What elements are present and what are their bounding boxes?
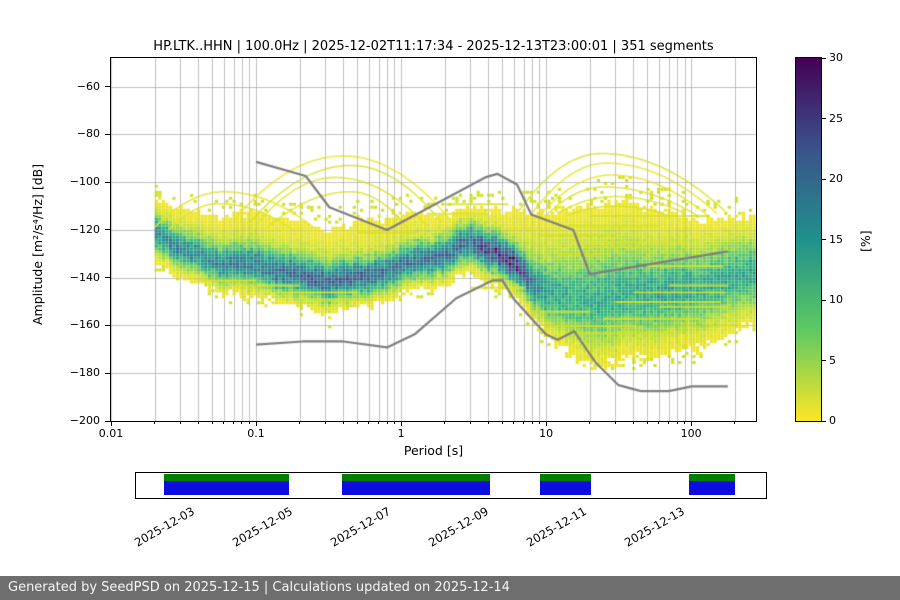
y-tick-label: −200 [69, 414, 100, 427]
y-tick-mark [105, 420, 110, 422]
x-minor-tick-mark [368, 421, 370, 424]
y-tick-mark [105, 372, 110, 374]
x-minor-tick-mark [531, 421, 533, 424]
colorbar-label: [%] [858, 230, 873, 252]
x-minor-tick-mark [393, 421, 395, 424]
x-minor-tick-mark [632, 421, 634, 424]
coverage-segment-data [163, 474, 290, 481]
chart-title: HP.LTK..HHN | 100.0Hz | 2025-12-02T11:17… [153, 39, 714, 54]
x-minor-tick-mark [233, 421, 235, 424]
x-minor-tick-mark [538, 421, 540, 424]
colorbar-tick-mark [822, 360, 826, 361]
x-minor-tick-mark [299, 421, 301, 424]
timeline-date-label: 2025-12-07 [327, 504, 393, 550]
x-minor-tick-mark [378, 421, 380, 424]
y-tick-label: −100 [69, 175, 100, 189]
colorbar-tick-mark [822, 299, 826, 301]
y-tick-mark [105, 229, 110, 231]
x-tick-label: 10 [539, 427, 554, 440]
x-tick-mark [690, 421, 692, 426]
ppsd-heatmap-canvas [111, 58, 756, 421]
colorbar-tick-label: 5 [829, 353, 836, 367]
x-minor-tick-mark [513, 421, 515, 424]
x-tick-mark [110, 421, 112, 426]
x-tick-label: 100 [680, 427, 702, 440]
y-tick-label: −140 [69, 270, 100, 284]
colorbar-tick-label: 10 [829, 293, 843, 306]
timeline-date-label: 2025-12-03 [131, 504, 197, 550]
x-minor-tick-mark [668, 421, 670, 424]
x-minor-tick-mark [241, 421, 243, 424]
x-minor-tick-mark [342, 421, 344, 424]
colorbar-tick-label: 0 [829, 414, 836, 427]
x-minor-tick-mark [469, 421, 471, 424]
x-minor-tick-mark [444, 421, 446, 424]
y-tick-mark [105, 181, 110, 183]
y-tick-label: −160 [69, 318, 100, 332]
colorbar-tick-label: 30 [829, 51, 843, 64]
x-minor-tick-mark [676, 421, 678, 424]
timeline-date-label: 2025-12-05 [230, 504, 296, 550]
y-tick-mark [105, 86, 110, 88]
x-tick-label: 0.01 [98, 427, 124, 440]
x-minor-tick-mark [589, 421, 591, 424]
footer-bar: Generated by SeedPSD on 2025-12-15 | Cal… [0, 576, 900, 600]
coverage-segment-data [539, 474, 591, 481]
x-minor-tick-mark [734, 421, 736, 424]
y-tick-mark [105, 277, 110, 279]
x-minor-tick-mark [179, 421, 181, 424]
y-axis-label: Amplitude [m²/s⁴/Hz] [dB] [30, 163, 45, 325]
y-tick-label: −60 [76, 79, 100, 93]
y-tick-label: −180 [69, 366, 100, 380]
x-minor-tick-mark [223, 421, 225, 424]
x-minor-tick-mark [248, 421, 250, 424]
x-minor-tick-mark [614, 421, 616, 424]
x-axis-label: Period [s] [403, 443, 464, 458]
y-tick-mark [105, 133, 110, 135]
x-tick-label: 0.1 [247, 427, 265, 440]
y-tick-mark [105, 324, 110, 326]
x-minor-tick-mark [154, 421, 156, 424]
colorbar-tick-label: 20 [829, 172, 843, 185]
timeline-date-label: 2025-12-09 [426, 504, 491, 550]
x-minor-tick-mark [523, 421, 525, 424]
colorbar-tick-mark [822, 118, 826, 119]
x-tick-label: 1 [397, 427, 405, 440]
x-tick-mark [255, 421, 257, 426]
coverage-segment-psd [689, 481, 736, 495]
x-minor-tick-mark [386, 421, 388, 424]
y-tick-label: −120 [69, 222, 100, 236]
timeline-date-label: 2025-12-11 [524, 504, 590, 550]
x-minor-tick-mark [658, 421, 660, 424]
colorbar-tick-mark [822, 239, 826, 240]
x-minor-tick-mark [646, 421, 648, 424]
coverage-segment-psd [163, 481, 290, 495]
x-minor-tick-mark [197, 421, 199, 424]
x-minor-tick-mark [211, 421, 213, 424]
colorbar-tick-label: 25 [829, 111, 843, 125]
x-minor-tick-mark [684, 421, 685, 424]
colorbar-tick-mark [822, 57, 826, 59]
x-tick-mark [400, 421, 402, 426]
x-tick-mark [545, 421, 547, 426]
x-minor-tick-mark [487, 421, 489, 424]
timeline-date-label: 2025-12-13 [622, 504, 687, 550]
colorbar-tick-mark [822, 178, 826, 180]
x-minor-tick-mark [356, 421, 358, 424]
colorbar [795, 57, 822, 422]
coverage-segment-data [689, 474, 736, 481]
coverage-timeline [135, 472, 767, 499]
x-minor-tick-mark [324, 421, 326, 424]
colorbar-tick-label: 15 [829, 232, 843, 246]
coverage-segment-psd [539, 481, 591, 495]
coverage-segment-psd [342, 481, 491, 495]
x-minor-tick-mark [501, 421, 503, 424]
colorbar-tick-mark [822, 420, 826, 422]
coverage-segment-data [342, 474, 491, 481]
y-tick-label: −80 [76, 127, 100, 141]
plot-area [110, 57, 757, 422]
